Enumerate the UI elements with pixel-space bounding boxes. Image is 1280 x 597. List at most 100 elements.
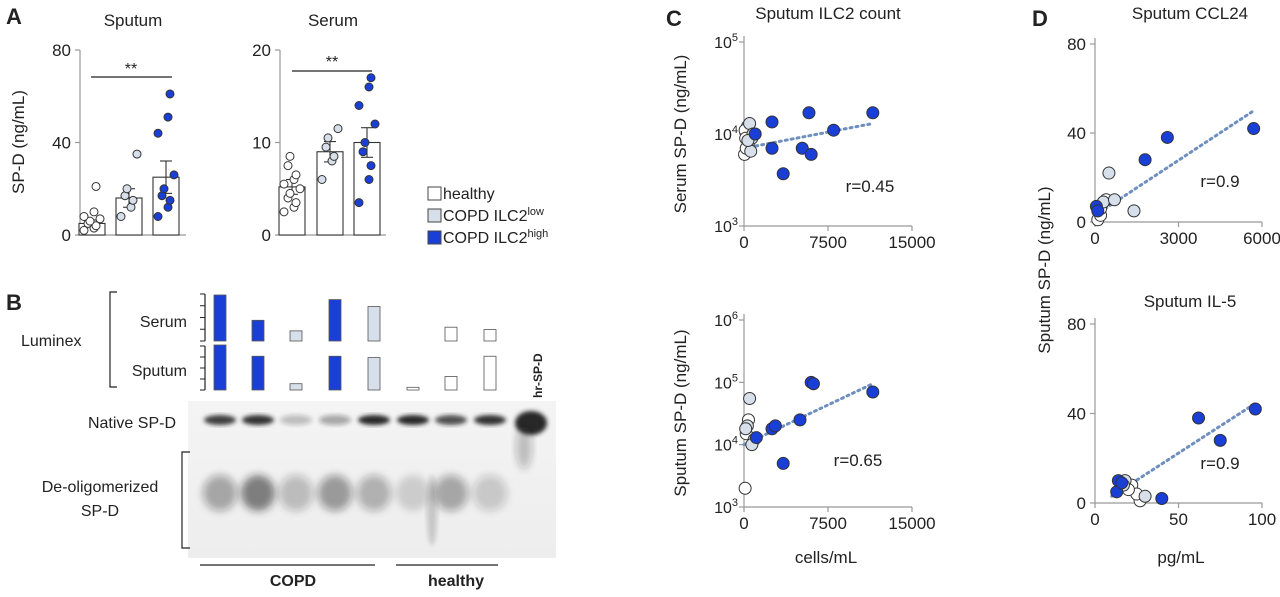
- native-band: [280, 415, 312, 425]
- y-tick-label-base: 10: [714, 438, 732, 455]
- data-point-high: [1213, 433, 1227, 447]
- data-point-high: [776, 167, 790, 181]
- y-tick-label-exp: 5: [732, 372, 738, 384]
- data-point-high: [768, 419, 782, 433]
- western-blot-bands: [203, 411, 547, 545]
- deolig-smear: [396, 475, 430, 511]
- hr-spd-smear: [516, 425, 532, 469]
- luminex-bars: [200, 293, 497, 391]
- x-tick-label: 6000: [1243, 229, 1280, 248]
- data-point-high: [153, 128, 163, 138]
- trend-line: [1093, 109, 1256, 217]
- deolig-label-line1: De-oligomerized: [42, 479, 159, 496]
- luminex-sputum-bar-low: [289, 383, 303, 391]
- data-point-high: [159, 184, 169, 194]
- luminex-serum-bar-low: [289, 330, 303, 342]
- data-point-high: [358, 147, 368, 157]
- chart-title: Sputum ILC2 count: [755, 4, 901, 23]
- chart-title: Sputum IL-5: [1144, 292, 1237, 311]
- data-point-healthy: [95, 214, 105, 224]
- y-tick-label: 104: [714, 124, 738, 144]
- deolig-smear: [357, 475, 391, 511]
- data-point-low: [1127, 204, 1141, 218]
- data-point-high: [364, 82, 374, 92]
- panel-label-a: A: [6, 4, 22, 29]
- y-tick-label-exp: 5: [732, 32, 738, 44]
- y-tick-label: 103: [714, 497, 738, 517]
- panel-label-c: C: [666, 6, 682, 31]
- x-tick-label: 7500: [809, 233, 847, 252]
- y-tick-label-base: 10: [714, 313, 732, 330]
- legend: healthy COPD ILC2low COPD ILC2high: [427, 186, 548, 247]
- y-tick-label-base: 10: [714, 219, 732, 236]
- data-point-high: [370, 119, 380, 129]
- native-band: [358, 415, 390, 425]
- data-point-high: [806, 377, 820, 391]
- data-point-healthy: [283, 161, 293, 171]
- data-point-high: [748, 127, 762, 141]
- x-tick-label: 0: [739, 233, 748, 252]
- data-point-high: [765, 141, 779, 155]
- data-point-high: [153, 212, 163, 221]
- data-point-high: [1192, 411, 1206, 425]
- luminex-sputum-bar-low: [367, 357, 381, 391]
- deolig-smear: [203, 475, 237, 511]
- chart-c-sputum: Sputum SP-D (ng/mL)cells/mL1031041051060…: [671, 310, 936, 567]
- luminex-sputum-bar-high: [328, 355, 342, 391]
- data-point-healthy: [738, 481, 752, 495]
- data-point-high: [1160, 130, 1174, 144]
- data-point-low: [1107, 193, 1121, 207]
- data-point-healthy: [279, 179, 289, 189]
- data-point-low: [333, 124, 343, 134]
- y-tick-label: 106: [714, 310, 738, 330]
- data-point-high: [366, 73, 376, 83]
- trend-line: [742, 122, 875, 150]
- hr-spd-label: hr-SP-D: [531, 353, 545, 398]
- data-point-healthy: [279, 207, 289, 217]
- r-value-c-serum: r=0.45: [846, 177, 895, 196]
- x-axis-label: pg/mL: [1157, 548, 1204, 567]
- legend-label-high: COPD ILC2high: [443, 228, 548, 247]
- chart-title: Serum: [308, 11, 358, 30]
- chart-a-serum: Serum 0 10 20: [252, 11, 386, 245]
- native-band: [474, 415, 506, 425]
- y-tick-label-base: 10: [714, 375, 732, 392]
- x-tick-label: 15000: [888, 514, 935, 533]
- x-tick-label: 0: [739, 514, 748, 533]
- deolig-smear: [279, 475, 313, 511]
- x-tick-label: 3000: [1160, 229, 1198, 248]
- luminex-sputum-bar-healthy: [406, 386, 420, 391]
- luminex-serum-label: Serum: [140, 314, 187, 331]
- data-point-high: [793, 413, 807, 427]
- data-point-high: [169, 170, 179, 180]
- data-point-low: [323, 133, 333, 143]
- y-tick-label: 103: [714, 216, 738, 236]
- x-tick-label: 7500: [809, 514, 847, 533]
- data-point-low: [317, 175, 327, 184]
- deolig-smear: [241, 475, 275, 511]
- y-tick-label: 80: [1067, 315, 1086, 334]
- y-tick-label: 105: [714, 372, 738, 392]
- y-tick-label: 104: [714, 435, 738, 455]
- significance-label-serum: **: [326, 54, 338, 71]
- native-spd-label: Native SP-D: [88, 415, 176, 432]
- native-band: [397, 415, 429, 425]
- bar: [316, 151, 344, 236]
- r-value-d-ccl24: r=0.9: [1200, 172, 1239, 191]
- chart-a-sputum: Sputum SP-D (ng/mL) 0 40 80: [9, 11, 186, 245]
- data-point-high: [1091, 204, 1105, 218]
- deolig-smear: [434, 475, 468, 511]
- legend-label-high-sup: high: [527, 228, 548, 240]
- native-band: [204, 415, 236, 425]
- data-point-high: [1138, 153, 1152, 167]
- data-point-healthy: [79, 225, 89, 235]
- data-point-high: [366, 161, 376, 171]
- native-band: [435, 415, 467, 425]
- data-point-healthy: [285, 188, 295, 198]
- legend-swatch-healthy: [427, 186, 442, 201]
- y-tick-label: 10: [252, 134, 271, 153]
- y-axis-label: Sputum SP-D (ng/mL): [671, 329, 690, 496]
- luminex-serum-bar-high: [328, 299, 342, 342]
- data-point-low: [128, 195, 138, 205]
